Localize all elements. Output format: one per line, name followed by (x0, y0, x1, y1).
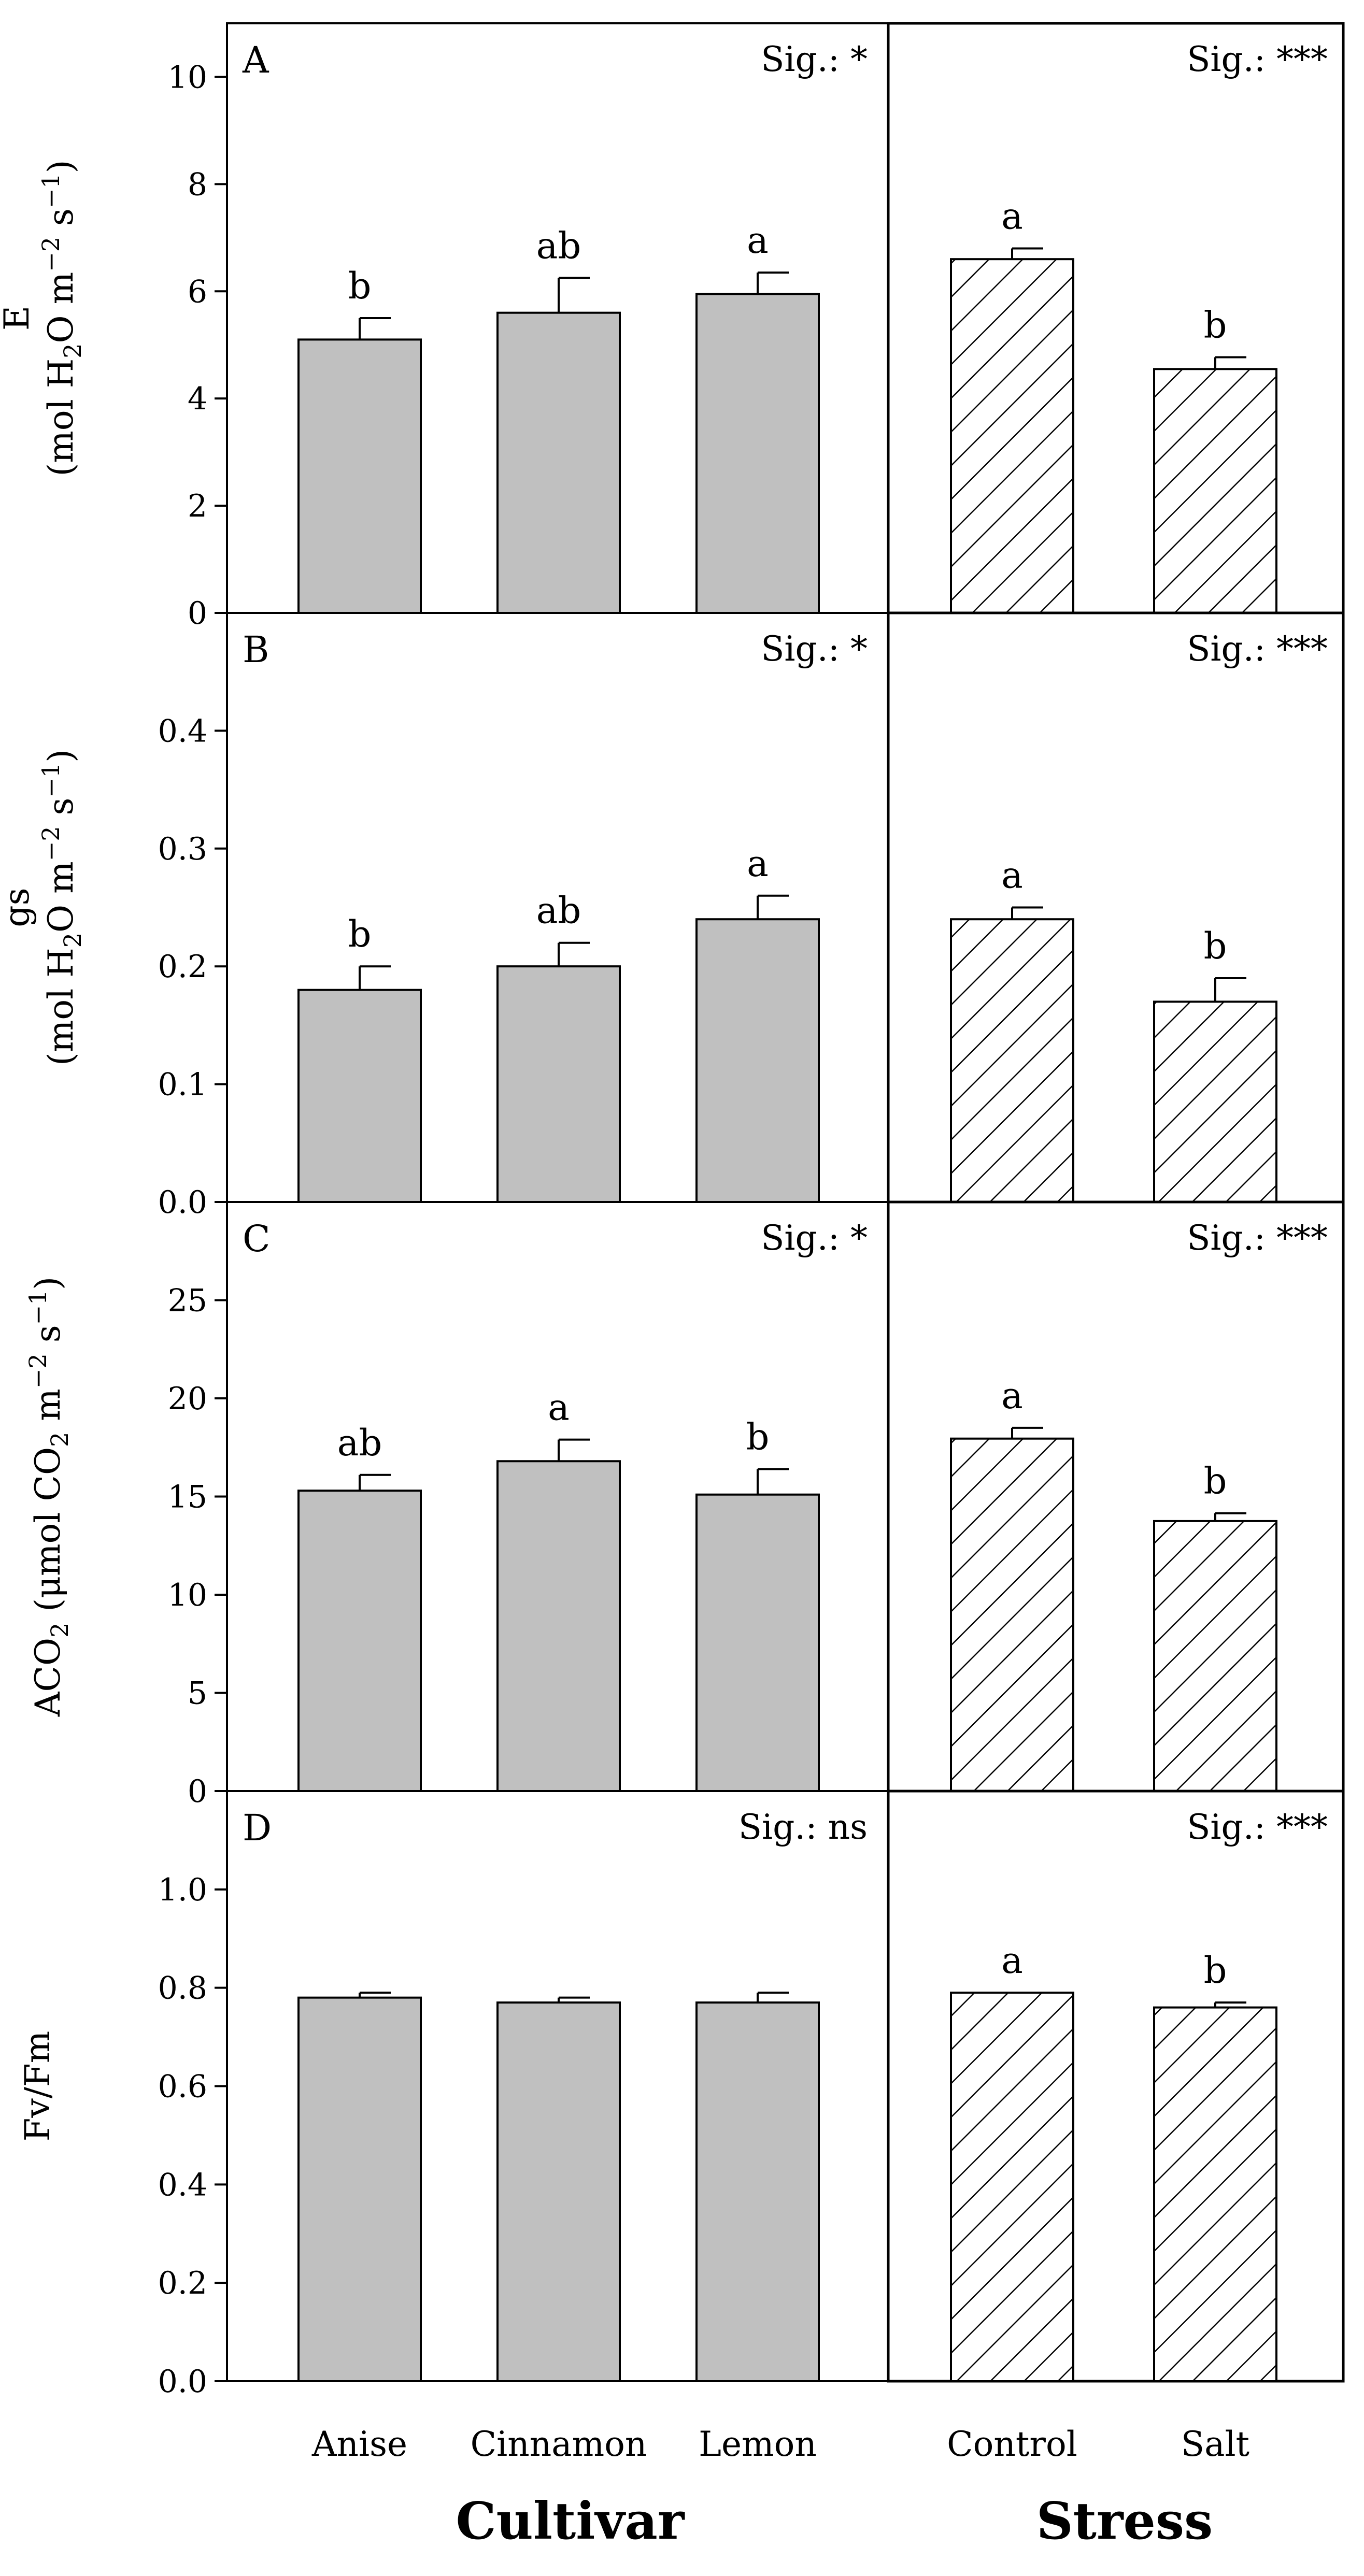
cultivar-sig-label: Sig.: ns (738, 1807, 868, 1847)
y-tick-label: 1.0 (158, 1872, 207, 1908)
y-tick-label: 6 (188, 274, 207, 310)
cultivar-significance-letter: a (747, 219, 769, 262)
panel-letter: B (243, 628, 269, 671)
stress-sig-label: Sig.: *** (1187, 629, 1328, 669)
cultivar-significance-letter: ab (536, 890, 581, 932)
y-tick-label: 0 (188, 595, 207, 632)
y-tick-label: 0.0 (158, 2364, 207, 2400)
cultivar-bar (297, 338, 422, 614)
stress-bar (950, 1437, 1074, 1793)
y-tick-label: 4 (188, 381, 207, 417)
stress-significance-letter: a (1001, 854, 1023, 897)
stress-sig-label: Sig.: *** (1187, 1807, 1328, 1847)
panel-letter: A (242, 39, 269, 81)
cultivar-bar (496, 1460, 621, 1792)
cultivar-bar (297, 989, 422, 1204)
y-tick-label: 20 (168, 1381, 207, 1417)
cultivar-bar (695, 1493, 820, 1792)
stress-sig-label: Sig.: *** (1187, 1218, 1328, 1258)
y-axis-label-units: (mol H2O m−2 s−1) (37, 749, 87, 1066)
y-tick-label: 0.4 (158, 2167, 207, 2203)
cultivar-significance-letter: b (348, 265, 372, 307)
cultivar-sig-label: Sig.: * (761, 1218, 868, 1258)
stress-significance-letter: b (1204, 1949, 1227, 1992)
stress-significance-letter: a (1001, 1375, 1023, 1417)
stress-group-title: Stress (1036, 2492, 1213, 2551)
y-tick-label: 0.2 (158, 2265, 207, 2301)
stress-plot-frame (887, 1790, 1345, 2383)
stress-bar (1153, 368, 1277, 614)
stress-bar (950, 258, 1074, 614)
y-tick-label: 10 (168, 59, 207, 95)
y-axis-label-name: gs (0, 888, 37, 927)
cultivar-bar (297, 1996, 422, 2382)
y-axis-label-units: (mol H2O m−2 s−1) (37, 160, 87, 477)
stress-bar (950, 918, 1074, 1203)
cultivar-sig-label: Sig.: * (761, 39, 868, 79)
x-category-label: Control (947, 2424, 1077, 2464)
y-tick-label: 0.3 (158, 831, 207, 867)
stress-significance-letter: b (1204, 925, 1227, 967)
x-category-label: Lemon (699, 2424, 817, 2464)
cultivar-significance-letter: a (747, 842, 769, 885)
y-tick-label: 15 (168, 1479, 207, 1515)
panel-letter: C (243, 1218, 271, 1260)
cultivar-significance-letter: b (348, 913, 372, 955)
cultivar-bar (695, 293, 820, 614)
cultivar-bar (695, 2001, 820, 2382)
y-tick-label: 0.0 (158, 1184, 207, 1221)
y-tick-label: 0.1 (158, 1067, 207, 1103)
cultivar-bar (496, 311, 621, 614)
stress-sig-label: Sig.: *** (1187, 39, 1328, 79)
y-axis-label-name: E (0, 306, 37, 331)
stress-significance-letter: b (1204, 304, 1227, 347)
cultivar-bar (297, 1490, 422, 1792)
panel-d: 0.0 0.2 0.4 0.6 0.8 1.0 D Sig.: ns Sig.: *** a b Fv… (18, 1790, 1345, 2400)
y-tick-label: 2 (188, 488, 207, 524)
panel-letter: D (243, 1807, 272, 1849)
y-axis-label: ACO2 (μmol CO2 m−2 s−1) (24, 1277, 74, 1717)
x-category-label: Anise (311, 2424, 407, 2464)
y-tick-label: 0.8 (158, 1970, 207, 2007)
stress-bar (1153, 2006, 1277, 2382)
y-tick-label: 10 (168, 1577, 207, 1613)
y-tick-label: 0 (188, 1773, 207, 1810)
cultivar-bar (695, 918, 820, 1203)
stress-significance-letter: a (1001, 1939, 1023, 1982)
cultivar-significance-letter: ab (337, 1422, 382, 1464)
y-axis-label: Fv/Fm (18, 2031, 58, 2142)
stress-bar (1153, 1000, 1277, 1204)
cultivar-sig-label: Sig.: * (761, 629, 868, 669)
y-tick-label: 5 (188, 1676, 207, 1712)
cultivar-significance-letter: a (548, 1386, 570, 1429)
stress-significance-letter: a (1001, 195, 1023, 238)
cultivar-significance-letter: ab (536, 224, 581, 267)
stress-bar (950, 1992, 1074, 2383)
y-tick-label: 8 (188, 166, 207, 203)
y-tick-label: 0.4 (158, 713, 207, 749)
stress-significance-letter: b (1204, 1460, 1227, 1502)
cultivar-group-title: Cultivar (456, 2492, 685, 2551)
stress-bar (1153, 1520, 1277, 1792)
x-category-label: Salt (1181, 2424, 1249, 2464)
x-category-label: Cinnamon (471, 2424, 647, 2464)
y-tick-label: 25 (168, 1283, 207, 1319)
cultivar-significance-letter: b (746, 1415, 770, 1458)
cultivar-bar (496, 2001, 621, 2382)
cultivar-bar (496, 965, 621, 1203)
y-tick-label: 0.2 (158, 949, 207, 985)
y-tick-label: 0.6 (158, 2069, 207, 2105)
